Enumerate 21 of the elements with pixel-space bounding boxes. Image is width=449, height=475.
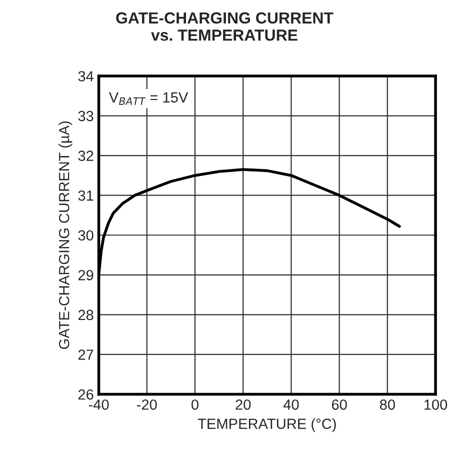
x-tick-label: 80 <box>380 399 395 410</box>
chart-title: GATE-CHARGING CURRENT vs. TEMPERATURE <box>116 12 334 41</box>
annotation: V$_{BATT}$ = 15V <box>108 92 188 105</box>
x-tick-label: 60 <box>332 399 347 410</box>
y-tick-label: 34 <box>78 71 94 82</box>
y-tick-label: 30 <box>78 230 94 241</box>
y-axis-title: GATE-CHARGING CURRENT (µA) <box>58 122 72 349</box>
x-tick-label: 0 <box>192 399 198 410</box>
x-tick-label: -20 <box>136 399 157 410</box>
y-tick-label: 31 <box>78 190 94 201</box>
x-tick-label: 40 <box>283 399 299 410</box>
y-tick-label: 33 <box>78 110 94 122</box>
y-tick-label: 28 <box>78 310 94 320</box>
y-tick-label: 29 <box>78 270 94 280</box>
y-tick-label: 26 <box>78 389 94 400</box>
y-tick-label: 32 <box>78 150 94 161</box>
x-axis-title: TEMPERATURE (°C) <box>198 418 336 432</box>
y-tick-label: 27 <box>78 350 94 360</box>
x-tick-label: -40 <box>88 399 109 410</box>
x-tick-label: 20 <box>236 399 251 410</box>
x-tick-label: 100 <box>424 399 448 410</box>
